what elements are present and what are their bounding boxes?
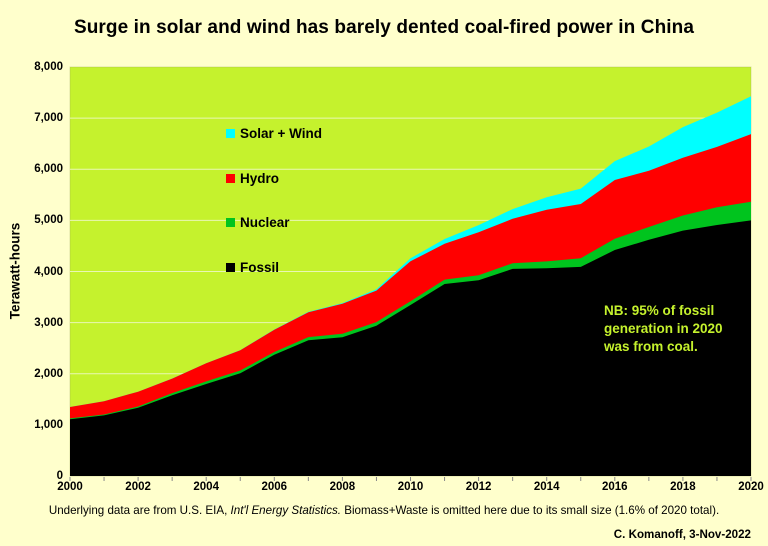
nuclear-swatch-icon (226, 217, 235, 227)
x-tick-label: 2008 (329, 481, 356, 493)
area-series (70, 96, 751, 476)
x-tick-label: 2010 (397, 481, 424, 493)
x-tick-label: 2000 (57, 481, 83, 493)
coal-note-annotation: NB: 95% of fossil generation in 2020 was… (604, 302, 723, 356)
y-tick-label: 6,000 (34, 163, 63, 176)
x-axis-tick-marks (69, 477, 752, 481)
legend-label: Hydro (240, 170, 280, 186)
x-tick-label: 2012 (465, 481, 492, 493)
y-tick-label: 5,000 (34, 214, 63, 227)
y-tick-label: 4,000 (34, 265, 63, 278)
y-tick-label: 8,000 (34, 61, 63, 73)
legend-item-hydro: Hydro (226, 170, 280, 186)
legend-label: Fossil (240, 259, 280, 275)
hydro-swatch-icon (226, 173, 235, 183)
chart-title: Surge in solar and wind has barely dente… (73, 17, 695, 38)
x-tick-label: 2014 (533, 481, 560, 493)
y-tick-label: 7,000 (34, 112, 63, 125)
x-tick-label: 2006 (261, 481, 288, 493)
footnote-source-title: Int'l Energy Statistics. (230, 504, 342, 517)
annotation-line: was from coal. (604, 339, 698, 354)
x-tick-label: 2002 (125, 481, 151, 493)
y-tick-label: 3,000 (34, 316, 63, 329)
y-tick-label: 0 (56, 470, 63, 482)
area-fossil (70, 220, 751, 476)
annotation-line: generation in 2020 (604, 321, 723, 336)
x-tick-label: 2020 (738, 481, 764, 493)
x-tick-label: 2018 (670, 481, 696, 493)
author-credit: C. Komanoff, 3-Nov-2022 (613, 528, 751, 541)
x-tick-label: 2016 (602, 481, 628, 493)
legend-label: Solar + Wind (240, 125, 323, 141)
footnote-prefix: Underlying data are from U.S. EIA, (48, 504, 231, 517)
legend-item-solar-wind: Solar + Wind (226, 125, 323, 141)
x-tick-label: 2004 (193, 481, 219, 493)
legend-label: Nuclear (240, 214, 290, 230)
fossil-swatch-icon (226, 262, 235, 272)
footnote-suffix: Biomass+Waste is omitted here due to its… (341, 504, 720, 517)
annotation-line: NB: 95% of fossil (604, 303, 715, 318)
source-footnote: Underlying data are from U.S. EIA, Int'l… (0, 504, 768, 517)
y-tick-label: 1,000 (34, 418, 63, 431)
legend-item-fossil: Fossil (226, 259, 280, 275)
y-tick-label: 2,000 (34, 367, 63, 380)
legend-item-nuclear: Nuclear (226, 214, 290, 230)
solar-wind-swatch-icon (226, 128, 235, 138)
